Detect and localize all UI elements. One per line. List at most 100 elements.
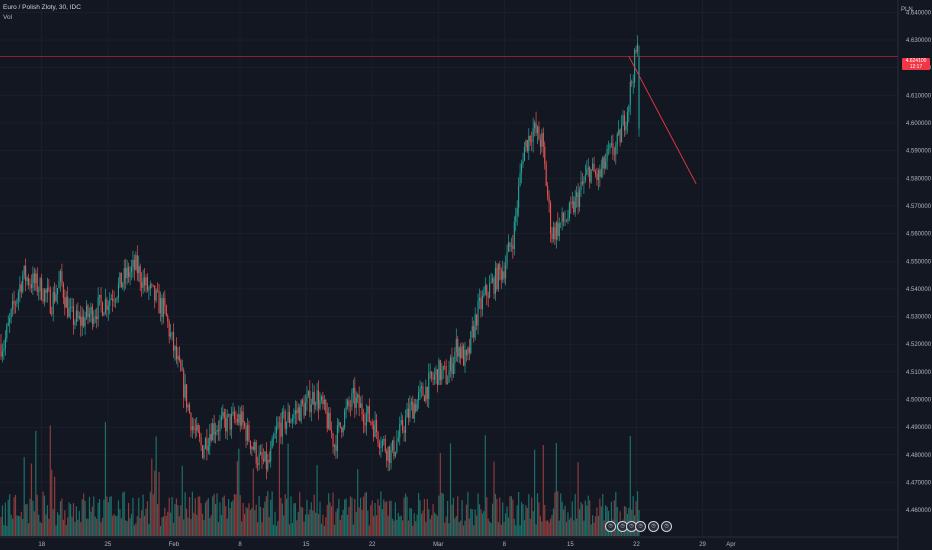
candle-body: [367, 406, 369, 414]
volume-bar: [567, 512, 569, 536]
volume-bar: [346, 514, 349, 536]
volume-bar: [123, 491, 125, 536]
volume-bar: [33, 511, 35, 536]
candle-body: [159, 298, 162, 314]
volume-bar: [201, 513, 204, 536]
volume-bar: [245, 507, 247, 536]
candle-body: [458, 347, 460, 357]
volume-bar: [467, 491, 469, 536]
candle-body: [445, 366, 447, 384]
volume-bar: [313, 494, 315, 536]
volume-bar: [177, 505, 179, 536]
volume-bar: [265, 496, 267, 536]
volume-bar: [174, 503, 176, 536]
candle-body: [318, 390, 320, 409]
volume-bar: [331, 506, 333, 536]
candle-body: [87, 305, 89, 317]
time-tick-label: 8: [238, 542, 242, 548]
event-icon[interactable]: ◷: [648, 521, 659, 532]
candle-body: [36, 273, 38, 292]
volume-bar: [447, 500, 449, 536]
volume-bar: [16, 515, 18, 536]
candle-body: [158, 290, 160, 314]
candle-body: [536, 126, 539, 134]
event-icon[interactable]: ◷: [661, 521, 672, 532]
candle-body: [335, 445, 337, 452]
volume-bar: [554, 492, 556, 536]
volume-bar: [30, 463, 33, 536]
volume-bar: [486, 497, 488, 536]
volume-bar: [603, 520, 605, 536]
candle-body: [355, 397, 357, 408]
candle-body: [171, 332, 173, 334]
candle-body: [405, 417, 407, 433]
volume-bar: [297, 511, 299, 536]
volume-bar: [81, 499, 83, 536]
time-axis[interactable]: 18 25 Feb 8 15 22 Mar 8 15 22 29 Apr: [0, 536, 898, 548]
candle-body: [20, 284, 22, 292]
candle-body: [142, 277, 144, 288]
candle-body: [146, 277, 148, 291]
volume-bar: [352, 524, 354, 536]
candle-body: [43, 289, 46, 302]
candle-body: [316, 390, 318, 405]
event-icon[interactable]: ◷: [605, 521, 616, 532]
volume-bar: [490, 522, 492, 536]
candle-body: [144, 277, 146, 286]
volume-bar: [229, 508, 231, 536]
candle-body: [358, 394, 360, 408]
volume-bar: [132, 497, 134, 536]
volume-bar: [545, 520, 547, 536]
volume-bar: [345, 498, 347, 536]
volume-bar: [439, 452, 441, 536]
volume-bar: [367, 510, 369, 536]
time-tick-label: 22: [369, 542, 376, 548]
candle-body: [561, 212, 563, 223]
candle-body: [255, 442, 257, 464]
volume-bar: [383, 499, 385, 536]
volume-bar: [361, 509, 363, 536]
candle-body: [339, 422, 341, 428]
event-icon[interactable]: ◷: [635, 521, 646, 532]
candle-body: [119, 272, 121, 284]
volume-bar: [418, 493, 420, 536]
candle-body: [219, 420, 221, 432]
candle-body: [505, 265, 507, 279]
volume-bar: [378, 505, 381, 536]
candle-body: [217, 430, 220, 432]
volume-bar: [280, 497, 282, 536]
volume-bar: [441, 492, 443, 536]
volume-bar: [203, 520, 205, 536]
candle-body: [97, 297, 99, 320]
volume-bar: [423, 499, 425, 536]
volume-bar: [397, 512, 399, 536]
volume-bar: [19, 516, 21, 536]
price-tick-label: 4.560000: [906, 232, 932, 238]
volume-bar: [284, 494, 286, 536]
candle-body: [519, 172, 521, 186]
candle-body: [526, 140, 528, 151]
price-tick-label: 4.520000: [906, 342, 932, 348]
volume-bar: [538, 502, 540, 536]
volume-indicator-label[interactable]: Vol: [3, 14, 13, 21]
candle-body: [325, 399, 327, 413]
candle-body: [83, 316, 85, 327]
volume-bar: [152, 494, 154, 536]
volume-bar: [597, 515, 599, 536]
annotations[interactable]: [0, 56, 898, 185]
candle-body: [249, 440, 251, 450]
volume-bar: [171, 497, 173, 536]
volume-bar: [518, 492, 520, 536]
price-axis[interactable]: 4.6400004.6300004.6200004.6100004.600000…: [897, 0, 932, 550]
volume-bar: [138, 497, 140, 536]
volume-bar: [481, 513, 483, 536]
candle-body: [489, 283, 491, 298]
volume-bar: [27, 523, 30, 536]
candle-body: [138, 266, 140, 274]
candle-body: [532, 128, 534, 142]
candle-body: [190, 413, 192, 431]
candle-body: [291, 418, 293, 422]
volume-bar: [204, 502, 207, 536]
volume-bar: [48, 518, 50, 536]
